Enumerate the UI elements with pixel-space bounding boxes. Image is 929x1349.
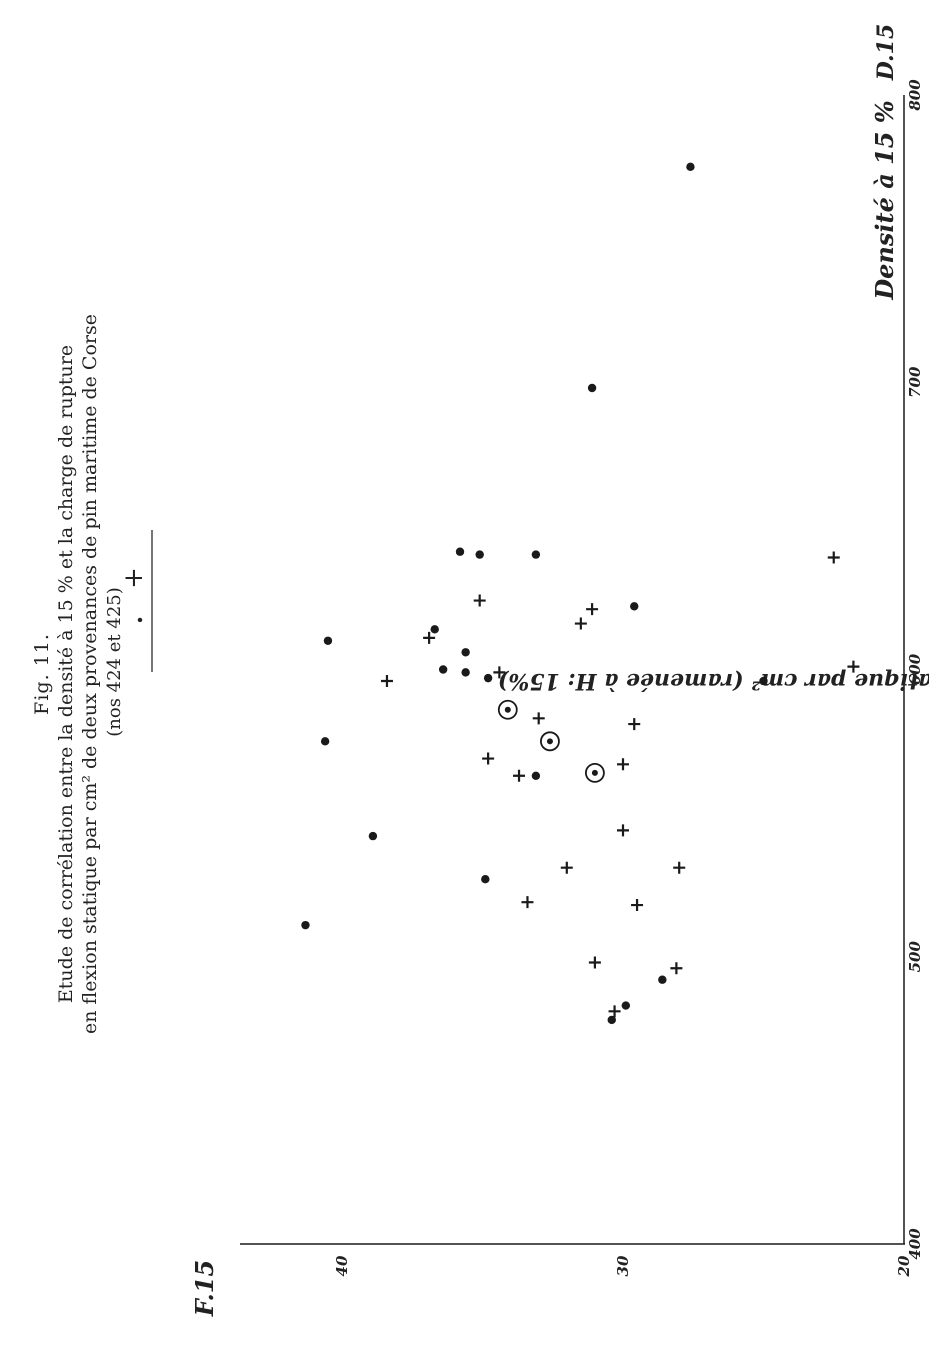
scatter-point-plus xyxy=(673,861,686,874)
scatter-point-dot xyxy=(461,668,470,677)
scatter-point-dot xyxy=(759,676,768,686)
scatter-point-dot xyxy=(531,550,541,559)
scatter-point-dot xyxy=(481,874,490,884)
scatter-point-plus xyxy=(631,899,644,912)
scatter-point-dot xyxy=(630,602,639,611)
scatter-point-dot xyxy=(607,1015,616,1025)
scatter-point-plus xyxy=(586,603,599,616)
mean-point-circled xyxy=(497,699,518,720)
scatter-point-dot xyxy=(483,673,493,683)
legend-plus-symbol: + xyxy=(119,567,149,589)
scatter-point-plus xyxy=(608,1005,621,1018)
y-tick-label: 40 xyxy=(333,1255,351,1276)
x-axis-end-label: D.15 xyxy=(873,24,899,82)
scatter-point-plus xyxy=(847,660,860,673)
scatter-point-plus xyxy=(423,631,436,644)
y-tick-labels: 20 30 40 xyxy=(333,1255,913,1277)
caption-line-3: (nos 424 et 425) xyxy=(104,587,125,736)
caption-fig-label: Fig. 11. xyxy=(31,633,53,715)
scatter-point-dot xyxy=(301,920,310,930)
scatter-point-dot xyxy=(438,665,448,674)
scatter-point-plus xyxy=(493,666,506,679)
scatter-point-plus xyxy=(380,674,393,687)
data-points xyxy=(301,162,860,1025)
scatter-point-plus xyxy=(617,824,629,837)
scatter-point-plus xyxy=(560,861,573,874)
scatter-point-plus xyxy=(588,956,601,969)
scatter-point-dot xyxy=(686,162,695,172)
scatter-point-dot xyxy=(658,975,667,984)
scatter-point-plus xyxy=(482,752,495,765)
scatter-point-plus xyxy=(532,712,545,725)
y-axis-label: Charge de rupture en flexion statique pa… xyxy=(498,668,929,694)
x-axis-label: Densité à 15 % xyxy=(870,100,899,300)
scatter-point-plus xyxy=(473,594,486,607)
scatter-point-plus xyxy=(617,758,629,771)
scatter-point-dot xyxy=(475,550,484,559)
mean-point-circled xyxy=(585,763,605,783)
x-tick-label: 700 xyxy=(906,366,924,398)
scatter-point-plus xyxy=(827,551,840,564)
scatter-point-dot xyxy=(368,831,378,841)
scatter-point-dot xyxy=(531,771,541,780)
x-tick-label: 800 xyxy=(906,79,924,111)
scatter-point-dot xyxy=(320,737,330,746)
axes: 400 500 600 700 800 20 30 40 Densité à 15 % D.… xyxy=(190,24,929,1317)
scatter-point-dot xyxy=(323,636,333,645)
scatter-point-plus xyxy=(513,769,526,782)
y-tick-label: 20 xyxy=(895,1255,913,1277)
x-tick-label: 600 xyxy=(906,653,924,685)
scatter-point-plus xyxy=(521,896,534,909)
x-tick-label: 500 xyxy=(906,941,924,973)
scatter-point-dot xyxy=(587,383,597,393)
scatter-point-dot xyxy=(621,1001,631,1010)
x-tick-labels: 400 500 600 700 800 xyxy=(906,79,924,1260)
scatter-point-plus xyxy=(628,718,641,731)
caption-line-1: Etude de corrélation entre la densité à … xyxy=(55,345,77,1003)
y-axis-end-label: F.15 xyxy=(190,1260,219,1317)
mean-point-circled xyxy=(540,731,560,752)
scatter-point-dot xyxy=(461,648,470,657)
legend-dot-symbol: . xyxy=(119,616,148,624)
scatter-point-plus xyxy=(574,617,587,630)
figure-caption: Fig. 11. Etude de corrélation entre la d… xyxy=(31,314,153,1034)
caption-line-2: en flexion statique par cm² de deux prov… xyxy=(79,314,101,1034)
scatter-point-dot xyxy=(455,547,465,556)
scatter-point-plus xyxy=(670,962,683,975)
y-tick-label: 30 xyxy=(614,1255,632,1276)
x-tick-label: 400 xyxy=(906,1228,924,1260)
scatter-point-dot xyxy=(430,625,439,634)
